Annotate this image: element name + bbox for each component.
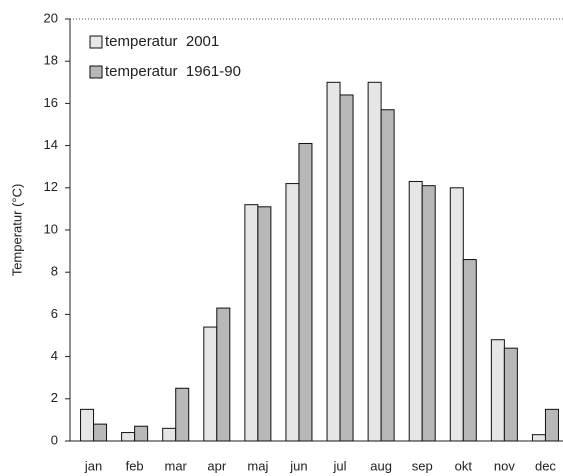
bar (121, 432, 136, 442)
y-tick-label: 10 (44, 221, 58, 236)
bar (544, 408, 559, 442)
bar (257, 206, 272, 442)
bar (490, 339, 505, 442)
legend-label: temperatur 1961-90 (105, 63, 241, 80)
x-tick-label: jan (84, 458, 102, 473)
y-axis-title: Temperatur (°C) (9, 184, 24, 277)
y-tick-label: 18 (44, 53, 58, 68)
legend-swatch (89, 35, 103, 49)
x-tick-label: mar (165, 458, 188, 473)
bar (93, 423, 108, 442)
bar (531, 434, 546, 442)
bar (285, 183, 300, 442)
bar (421, 185, 436, 442)
legend-swatch (89, 65, 103, 79)
bar (244, 204, 259, 442)
y-tick-label: 0 (51, 432, 58, 447)
legend-label: temperatur 2001 (105, 33, 219, 50)
y-tick-label: 16 (44, 95, 58, 110)
bar (134, 425, 149, 442)
bar (326, 81, 341, 442)
x-tick-label: jul (333, 458, 347, 473)
bar (367, 81, 382, 442)
bar (462, 259, 477, 442)
bar (80, 408, 95, 442)
bar (298, 142, 313, 442)
x-tick-label: feb (126, 458, 144, 473)
bar (380, 109, 395, 442)
bar (216, 307, 231, 442)
x-tick-label: aug (370, 458, 392, 473)
bar (339, 94, 354, 442)
bar (503, 347, 518, 442)
bar (175, 387, 190, 442)
y-tick-label: 4 (51, 348, 58, 363)
x-tick-label: nov (494, 458, 515, 473)
x-tick-label: jun (289, 458, 307, 473)
x-tick-label: okt (455, 458, 473, 473)
bar (449, 187, 464, 442)
y-tick-label: 14 (44, 137, 58, 152)
y-tick-label: 8 (51, 264, 58, 279)
bar (408, 180, 423, 442)
x-tick-label: apr (207, 458, 226, 473)
x-tick-label: maj (247, 458, 268, 473)
x-tick-label: sep (412, 458, 433, 473)
y-tick-label: 12 (44, 179, 58, 194)
bar (203, 326, 218, 442)
y-tick-label: 6 (51, 306, 58, 321)
y-tick-label: 20 (44, 10, 58, 25)
bar (162, 427, 177, 442)
y-tick-label: 2 (51, 390, 58, 405)
x-tick-label: dec (535, 458, 556, 473)
